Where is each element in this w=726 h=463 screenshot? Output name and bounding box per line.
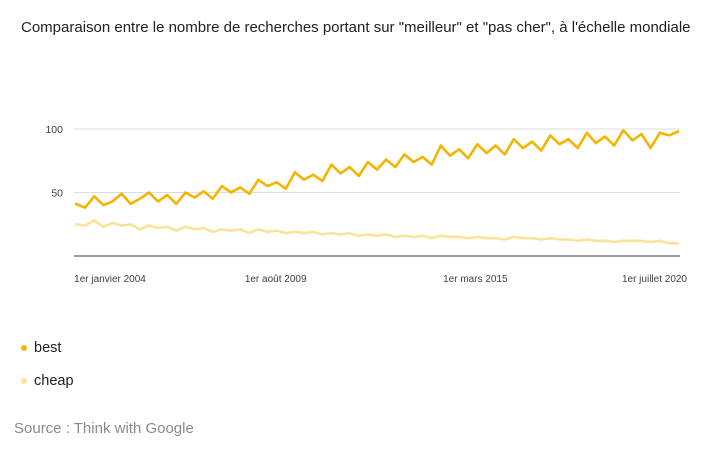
legend-marker-best (21, 345, 27, 351)
legend-label-cheap: cheap (34, 373, 74, 389)
gridlines (74, 128, 680, 257)
x-axis-ticks: 1er janvier 2004 1er août 2009 1er mars 20… (74, 274, 687, 285)
x-tick-label: 1er juillet 2020 (622, 274, 687, 285)
y-tick-label: 50 (51, 188, 63, 200)
y-tick-label: 100 (45, 124, 63, 136)
legend: best cheap (21, 338, 74, 404)
legend-item-cheap[interactable]: cheap (21, 371, 74, 391)
legend-marker-cheap (21, 378, 27, 384)
series-line-best (74, 129, 680, 209)
legend-label-best: best (34, 340, 62, 356)
source-caption: Source : Think with Google (14, 420, 194, 437)
y-axis-ticks: 50 100 (45, 124, 63, 200)
series-line-cheap (74, 219, 680, 245)
x-tick-label: 1er août 2009 (245, 274, 307, 285)
legend-item-best[interactable]: best (21, 338, 74, 358)
x-tick-label: 1er mars 2015 (443, 274, 508, 285)
chart-title: Comparaison entre le nombre de recherche… (21, 19, 691, 36)
series-lines (74, 129, 680, 245)
x-tick-label: 1er janvier 2004 (74, 274, 146, 285)
